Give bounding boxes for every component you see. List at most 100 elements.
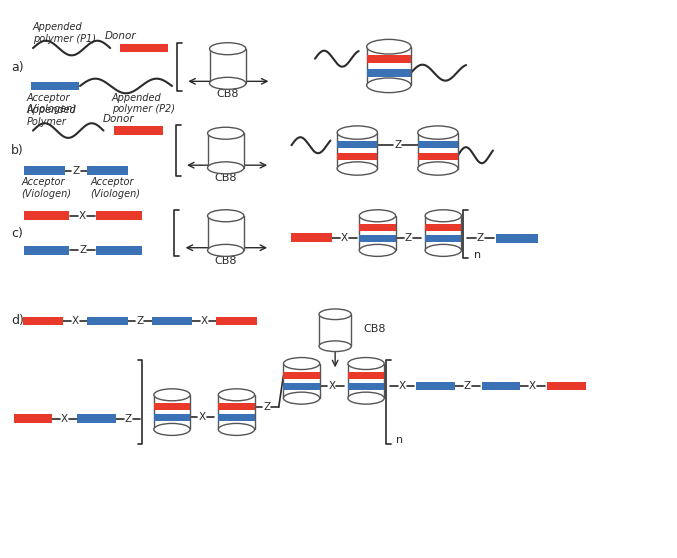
Ellipse shape xyxy=(319,309,351,320)
Bar xyxy=(284,382,320,390)
Bar xyxy=(348,372,384,379)
Ellipse shape xyxy=(359,210,395,222)
Bar xyxy=(416,382,456,391)
Ellipse shape xyxy=(284,358,320,369)
Text: Donor: Donor xyxy=(102,114,134,124)
Bar xyxy=(496,234,538,243)
Text: CB8: CB8 xyxy=(364,324,386,334)
Ellipse shape xyxy=(208,210,244,222)
Text: Appended
polymer (P2): Appended polymer (P2) xyxy=(112,93,175,114)
Ellipse shape xyxy=(425,210,461,222)
Text: CB8: CB8 xyxy=(217,89,239,99)
Ellipse shape xyxy=(367,78,411,93)
Text: Acceptor
(Viologen): Acceptor (Viologen) xyxy=(26,93,77,114)
Bar xyxy=(208,216,244,251)
Bar xyxy=(24,166,65,175)
Bar xyxy=(359,224,395,232)
Text: X: X xyxy=(198,412,206,422)
Text: Z: Z xyxy=(394,140,401,150)
Ellipse shape xyxy=(418,162,458,175)
Bar xyxy=(425,224,461,232)
Text: d): d) xyxy=(11,314,24,328)
Bar xyxy=(218,395,255,430)
Text: Z: Z xyxy=(79,246,86,256)
Text: Acceptor
(Viologen): Acceptor (Viologen) xyxy=(22,177,72,199)
Text: Z: Z xyxy=(136,316,144,326)
Ellipse shape xyxy=(208,127,244,140)
Text: Z: Z xyxy=(125,414,132,424)
Text: X: X xyxy=(79,211,86,221)
Bar xyxy=(348,382,384,390)
Bar xyxy=(24,211,69,220)
Bar xyxy=(154,395,190,430)
Bar xyxy=(359,235,395,242)
Bar xyxy=(418,141,458,148)
Text: X: X xyxy=(72,316,79,326)
Bar xyxy=(87,166,129,175)
Ellipse shape xyxy=(154,424,190,435)
Bar xyxy=(418,153,458,160)
Ellipse shape xyxy=(210,43,246,55)
Text: c): c) xyxy=(11,227,23,239)
Text: X: X xyxy=(200,316,208,326)
Text: X: X xyxy=(341,233,348,243)
Text: Z: Z xyxy=(72,166,79,176)
Ellipse shape xyxy=(154,389,190,401)
Text: Appended
Polymer: Appended Polymer xyxy=(26,105,76,127)
Bar xyxy=(425,235,461,242)
Ellipse shape xyxy=(359,244,395,256)
Bar xyxy=(425,216,461,251)
Ellipse shape xyxy=(425,244,461,256)
Bar xyxy=(96,246,141,254)
Bar xyxy=(337,133,378,169)
Text: Z: Z xyxy=(477,233,484,243)
Bar xyxy=(367,69,411,76)
Text: Z: Z xyxy=(405,233,412,243)
Bar xyxy=(359,216,395,251)
Bar xyxy=(481,382,521,391)
Bar xyxy=(23,316,63,325)
Bar xyxy=(367,47,411,85)
Text: CB8: CB8 xyxy=(215,256,237,266)
Text: Z: Z xyxy=(263,402,270,412)
Bar xyxy=(284,363,320,398)
Text: Appended
polymer (P1): Appended polymer (P1) xyxy=(33,22,96,44)
Bar xyxy=(218,403,255,411)
Bar xyxy=(24,246,69,254)
Text: a): a) xyxy=(11,61,24,74)
Text: X: X xyxy=(399,381,406,391)
Ellipse shape xyxy=(418,126,458,140)
Bar xyxy=(154,403,190,411)
Ellipse shape xyxy=(337,126,378,140)
Text: Acceptor
(Viologen): Acceptor (Viologen) xyxy=(90,177,140,199)
Text: X: X xyxy=(529,381,536,391)
Ellipse shape xyxy=(367,40,411,54)
Bar xyxy=(337,141,378,148)
Bar xyxy=(546,382,586,391)
Text: b): b) xyxy=(11,144,24,157)
Bar xyxy=(284,372,320,379)
Bar xyxy=(348,363,384,398)
Bar xyxy=(216,316,257,325)
Ellipse shape xyxy=(348,392,384,404)
Bar xyxy=(367,55,411,64)
Bar xyxy=(152,316,192,325)
Ellipse shape xyxy=(218,424,255,435)
Text: Donor: Donor xyxy=(104,31,136,41)
Text: X: X xyxy=(328,381,335,391)
Ellipse shape xyxy=(218,389,255,401)
Ellipse shape xyxy=(348,358,384,369)
Bar xyxy=(292,233,332,242)
Ellipse shape xyxy=(208,244,244,256)
Bar xyxy=(337,153,378,160)
Bar xyxy=(418,133,458,169)
Ellipse shape xyxy=(208,162,244,174)
Text: CB8: CB8 xyxy=(215,174,237,184)
Bar xyxy=(14,415,52,423)
Ellipse shape xyxy=(337,162,378,175)
Bar xyxy=(96,211,141,220)
Bar xyxy=(154,414,190,421)
Bar xyxy=(114,126,162,135)
Bar xyxy=(77,415,116,423)
Text: Z: Z xyxy=(464,381,471,391)
